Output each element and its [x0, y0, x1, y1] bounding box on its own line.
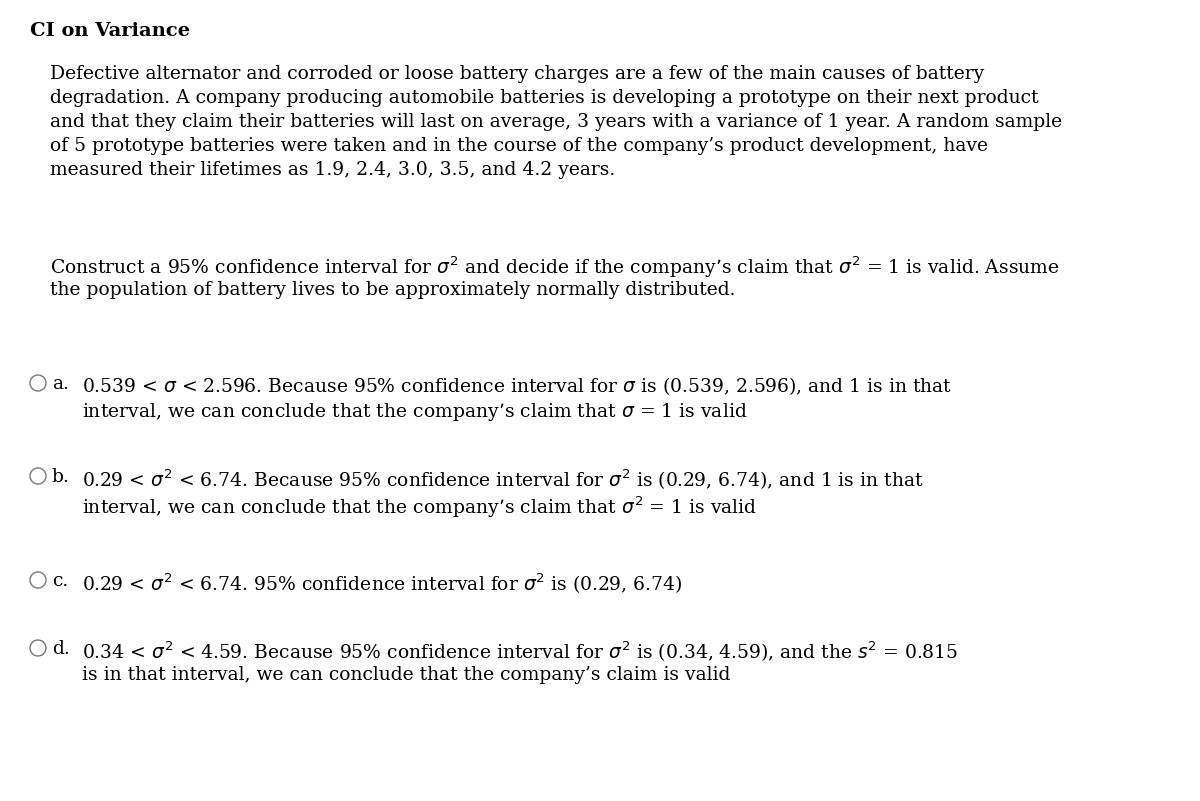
Text: Defective alternator and corroded or loose battery charges are a few of the main: Defective alternator and corroded or loo… [50, 65, 1062, 179]
Text: c.: c. [52, 572, 68, 590]
Text: CI on Variance: CI on Variance [30, 22, 190, 40]
Text: 0.29 < $\sigma^{2}$ < 6.74. Because 95% confidence interval for $\sigma^{2}$ is : 0.29 < $\sigma^{2}$ < 6.74. Because 95% … [82, 468, 924, 493]
Text: the population of battery lives to be approximately normally distributed.: the population of battery lives to be ap… [50, 281, 736, 299]
Text: 0.29 < $\sigma^{2}$ < 6.74. 95% confidence interval for $\sigma^{2}$ is (0.29, 6: 0.29 < $\sigma^{2}$ < 6.74. 95% confiden… [82, 572, 682, 596]
Text: is in that interval, we can conclude that the company’s claim is valid: is in that interval, we can conclude tha… [82, 666, 731, 684]
Text: d.: d. [52, 640, 70, 658]
Text: a.: a. [52, 375, 68, 393]
Text: b.: b. [52, 468, 70, 486]
Text: interval, we can conclude that the company’s claim that $\sigma$ = 1 is valid: interval, we can conclude that the compa… [82, 401, 748, 423]
Text: Construct a 95% confidence interval for $\sigma^{2}$ and decide if the company’s: Construct a 95% confidence interval for … [50, 255, 1060, 280]
Text: 0.539 < $\sigma$ < 2.596. Because 95% confidence interval for $\sigma$ is (0.539: 0.539 < $\sigma$ < 2.596. Because 95% co… [82, 375, 953, 396]
Text: 0.34 < $\sigma^{2}$ < 4.59. Because 95% confidence interval for $\sigma^{2}$ is : 0.34 < $\sigma^{2}$ < 4.59. Because 95% … [82, 640, 958, 664]
Text: interval, we can conclude that the company’s claim that $\sigma^{2}$ = 1 is vali: interval, we can conclude that the compa… [82, 494, 757, 520]
